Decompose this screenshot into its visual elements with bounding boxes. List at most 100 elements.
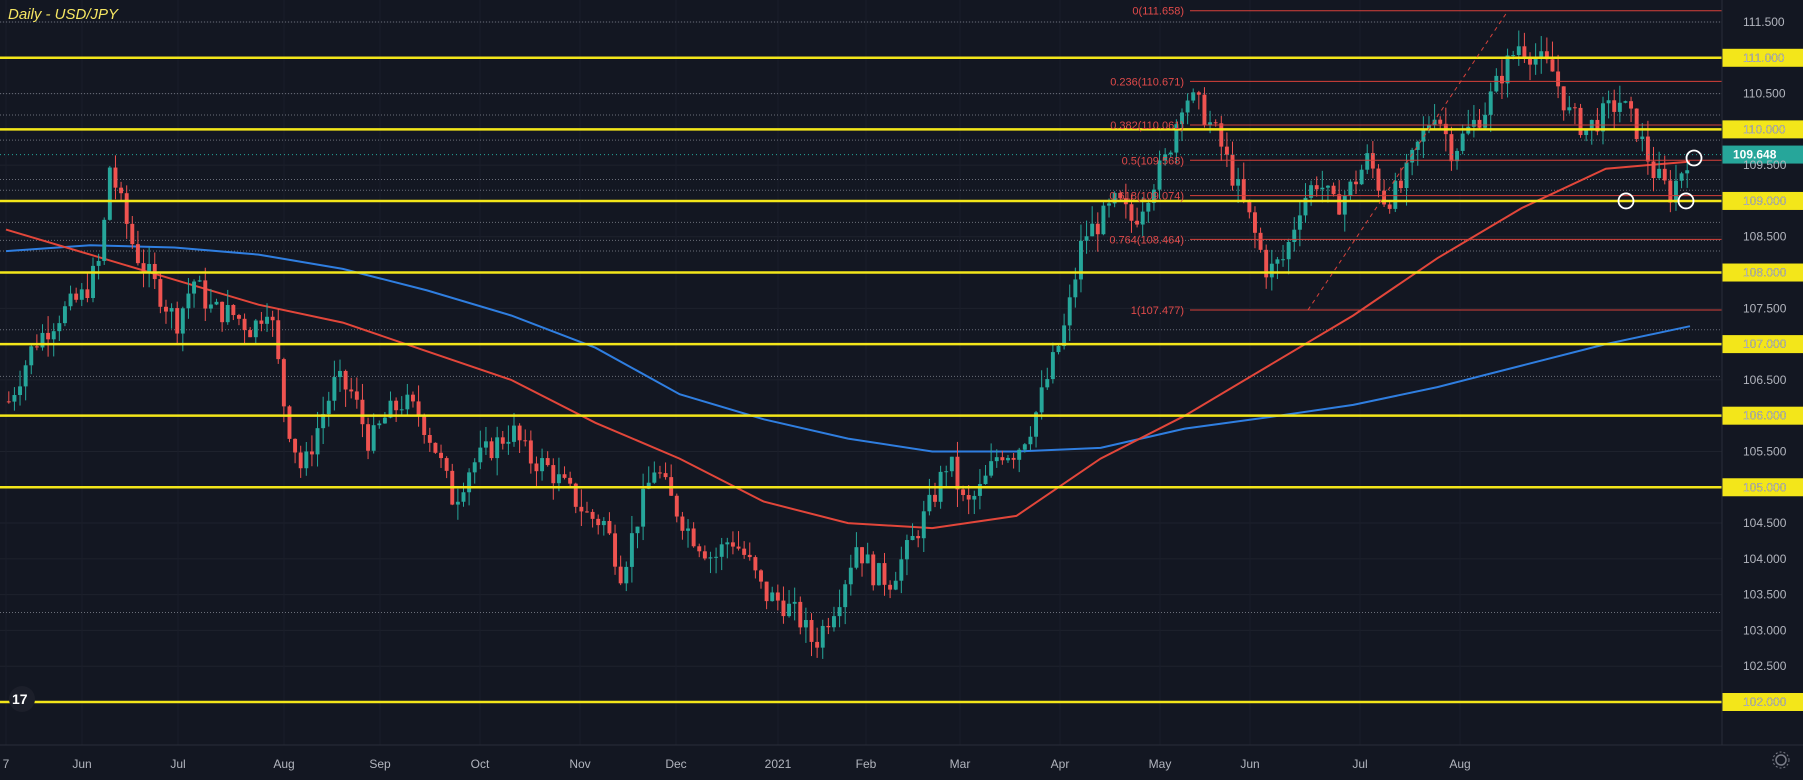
candle-body <box>298 452 303 469</box>
candle-body <box>1674 180 1678 203</box>
x-tick-label: 2021 <box>765 757 792 771</box>
candle-body <box>1370 153 1375 169</box>
time-axis[interactable]: 7 Jun Jul Aug Sep Oct Nov Dec 2021 Feb Mar Apr May Ju… <box>3 757 1471 771</box>
candle-body <box>977 484 982 496</box>
candle-body <box>1140 211 1145 225</box>
candle-body <box>725 542 730 545</box>
candle-body <box>1572 107 1577 109</box>
candle-body <box>62 306 67 324</box>
candle-body <box>467 472 472 493</box>
candle-body <box>641 488 646 527</box>
candle-body <box>377 423 382 426</box>
candle-body <box>96 260 101 266</box>
candle-body <box>472 462 477 473</box>
candle-body <box>1056 346 1061 353</box>
candle-body <box>1135 220 1140 225</box>
y-tick-label: 109.000 <box>1743 194 1787 208</box>
highlight-circle-marker[interactable] <box>1677 192 1695 210</box>
candle-body <box>1129 204 1134 221</box>
candle-body <box>130 223 135 245</box>
candle-body <box>1286 241 1291 260</box>
tradingview-logo[interactable]: 17 <box>9 686 35 712</box>
candle-body <box>23 365 28 387</box>
x-tick-label: May <box>1149 757 1172 771</box>
candle-body <box>730 542 735 547</box>
candle-body <box>405 394 410 410</box>
candle-body <box>753 557 758 571</box>
x-tick-label: Jun <box>72 757 91 771</box>
highlight-circle-marker[interactable] <box>1685 149 1703 167</box>
candle-body <box>197 280 202 282</box>
candle-body <box>652 472 657 483</box>
candle-body <box>1516 46 1521 56</box>
candle-body <box>646 482 651 489</box>
candle-body <box>534 463 539 472</box>
candle-body <box>34 346 39 348</box>
candle-body <box>1533 57 1538 65</box>
candle-body <box>736 546 741 549</box>
candle-body <box>759 570 763 582</box>
candle-body <box>596 518 601 526</box>
candle-body <box>719 544 724 557</box>
highlight-circle-marker[interactable] <box>1617 192 1635 210</box>
candle-body <box>916 535 921 539</box>
candle-body <box>478 447 483 463</box>
candle-body <box>175 308 180 334</box>
candle-body <box>360 399 365 425</box>
candle-body <box>691 528 696 547</box>
candle-body <box>1039 387 1044 413</box>
fib-level-label: 0(111.658) <box>1132 6 1184 18</box>
candle-body <box>1410 149 1415 163</box>
fib-level-label: 1(107.477) <box>1131 305 1184 317</box>
candle-body <box>528 440 533 464</box>
candle-body <box>1668 180 1673 203</box>
candle-body <box>1488 91 1493 115</box>
candle-body <box>1314 185 1319 190</box>
moving-average-layer <box>5 160 1691 530</box>
candle-body <box>214 301 219 305</box>
candle-body <box>624 566 629 584</box>
x-tick-label: Jul <box>170 757 185 771</box>
candle-body <box>781 600 786 617</box>
candle-body <box>46 332 51 340</box>
candle-body <box>1247 199 1252 213</box>
candle-body <box>1460 133 1465 151</box>
candle-body <box>775 592 780 601</box>
fib-level-label: 0.382(110.061) <box>1110 120 1184 132</box>
candle-body <box>1112 192 1117 204</box>
candle-body <box>871 554 876 586</box>
candle-body <box>798 601 803 628</box>
candle-body <box>1303 197 1308 216</box>
candle-body <box>1612 100 1617 112</box>
candle-body <box>1062 325 1067 347</box>
candle-body <box>102 219 107 261</box>
candle-body <box>40 332 45 348</box>
candle-body <box>169 308 174 312</box>
x-tick-label: Sep <box>369 757 391 771</box>
level-price-label: 108.000 <box>1743 266 1787 280</box>
candle-body <box>1556 71 1561 87</box>
price-axis[interactable]: 111.500 111.000 110.500 110.000 109.500 109.0… <box>1743 15 1787 709</box>
settings-gear-icon[interactable] <box>1772 751 1790 769</box>
candle-body <box>124 193 129 224</box>
candle-body <box>1219 123 1224 147</box>
candle-body <box>1561 86 1566 111</box>
candle-body <box>921 511 926 539</box>
candle-body <box>1224 146 1229 155</box>
y-tick-label: 107.500 <box>1743 301 1787 315</box>
level-price-tag <box>1722 120 1803 139</box>
candle-body <box>1404 162 1409 189</box>
candle-body <box>764 581 769 602</box>
level-price-label: 110.000 <box>1743 122 1786 136</box>
candle-body <box>444 458 449 471</box>
candle-body <box>135 244 140 264</box>
x-tick-label: Aug <box>1449 757 1470 771</box>
candle-body <box>635 526 640 534</box>
candle-body <box>107 167 112 220</box>
y-tick-label: 106.000 <box>1743 409 1787 423</box>
candle-body <box>613 533 618 567</box>
candle-body <box>500 437 505 444</box>
fib-level-label: 0.764(108.464) <box>1109 234 1184 246</box>
